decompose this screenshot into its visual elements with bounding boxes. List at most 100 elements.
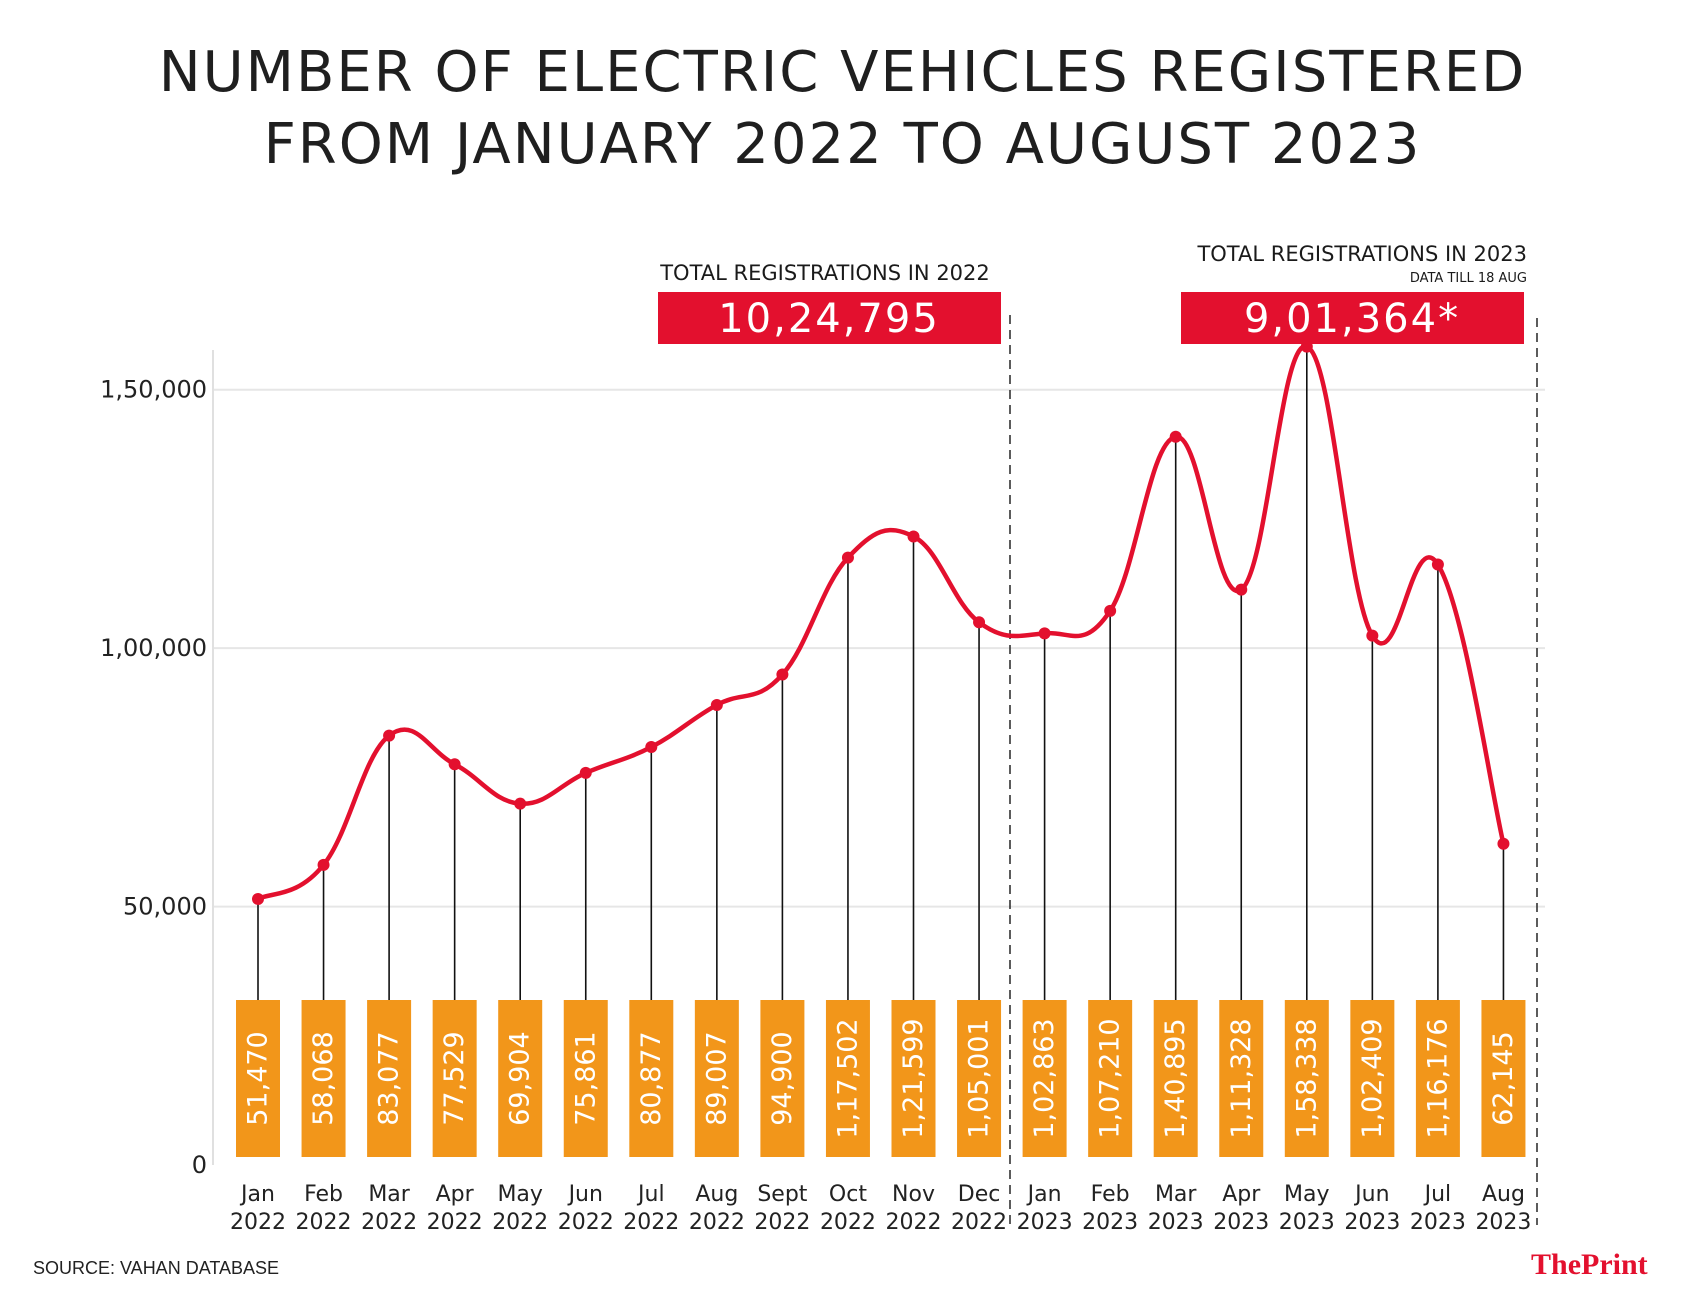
total-2023-box	[1181, 292, 1524, 344]
brand-logo: ThePrint	[1531, 1248, 1648, 1281]
data-point	[252, 892, 264, 905]
data-point	[1104, 604, 1117, 617]
x-tick-month: Jan	[239, 1182, 275, 1207]
x-tick-year: 2023	[1017, 1210, 1073, 1235]
x-tick-month: Oct	[829, 1182, 867, 1207]
y-tick-label: 0	[192, 1151, 207, 1179]
x-tick-year: 2023	[1082, 1210, 1138, 1235]
data-label: 89,007	[701, 1031, 732, 1125]
value-label-box	[694, 1000, 739, 1157]
value-label-box	[1415, 1000, 1460, 1157]
x-tick-year: 2022	[296, 1210, 352, 1235]
x-tick-year: 2022	[558, 1210, 614, 1235]
x-tick-month: Apr	[436, 1182, 475, 1207]
value-label-box	[367, 1000, 412, 1157]
x-tick-year: 2023	[1475, 1210, 1531, 1235]
value-label-box	[891, 1000, 936, 1157]
data-point	[1497, 837, 1510, 850]
value-label-box	[760, 1000, 805, 1157]
x-tick-year: 2022	[623, 1210, 679, 1235]
value-label-box	[1088, 1000, 1133, 1157]
data-label: 1,21,599	[898, 1018, 929, 1138]
total-2022-label: TOTAL REGISTRATIONS IN 2022	[659, 261, 990, 285]
value-label-box	[1284, 1000, 1329, 1157]
data-label: 1,05,001	[964, 1018, 995, 1138]
value-label-box	[1350, 1000, 1395, 1157]
x-tick-month: May	[497, 1182, 542, 1207]
x-tick-year: 2022	[951, 1210, 1007, 1235]
x-tick-year: 2023	[1344, 1210, 1400, 1235]
x-tick-month: Nov	[892, 1182, 935, 1207]
x-tick-year: 2022	[492, 1210, 548, 1235]
data-point	[776, 668, 789, 681]
total-2023-note: DATA TILL 18 AUG	[1410, 271, 1527, 286]
data-point	[448, 758, 461, 771]
value-label-box	[1153, 1000, 1198, 1157]
total-2023-value: 9,01,364*	[1244, 296, 1460, 342]
value-label-box	[236, 1000, 280, 1157]
value-label-box	[1022, 1000, 1067, 1157]
data-label: 58,068	[308, 1031, 339, 1125]
data-point	[1169, 430, 1182, 443]
value-label-box	[1481, 1000, 1526, 1157]
data-label: 1,40,895	[1160, 1018, 1191, 1138]
total-2022-box	[658, 292, 1001, 344]
x-tick-month: Jan	[1026, 1182, 1062, 1207]
x-tick-year: 2023	[1279, 1210, 1335, 1235]
x-tick-month: May	[1284, 1182, 1329, 1207]
data-point	[973, 616, 986, 629]
data-label: 1,17,502	[832, 1018, 863, 1138]
x-tick-month: Jul	[636, 1182, 665, 1207]
value-label-box	[825, 1000, 870, 1157]
x-tick-month: Dec	[958, 1182, 1001, 1207]
x-tick-year: 2023	[1213, 1210, 1269, 1235]
data-label: 94,900	[767, 1031, 798, 1125]
y-tick-label: 1,50,000	[100, 376, 207, 404]
value-label-box	[301, 1000, 346, 1157]
data-label: 62,145	[1488, 1031, 1519, 1125]
chart-title-line-2: FROM JANUARY 2022 TO AUGUST 2023	[263, 112, 1422, 177]
series-line	[256, 344, 1506, 902]
data-label: 83,077	[374, 1031, 405, 1125]
y-tick-label: 50,000	[123, 893, 207, 921]
data-label: 69,904	[505, 1031, 536, 1125]
data-label: 1,02,863	[1029, 1018, 1060, 1138]
y-tick-label: 1,00,000	[100, 634, 207, 662]
x-tick-month: Mar	[368, 1182, 410, 1207]
x-tick-month: Aug	[1482, 1182, 1525, 1207]
data-label: 1,58,338	[1291, 1018, 1322, 1138]
x-tick-year: 2022	[754, 1210, 810, 1235]
data-label: 75,861	[570, 1031, 601, 1125]
source-note: SOURCE: VAHAN DATABASE	[33, 1258, 280, 1278]
x-tick-year: 2023	[1410, 1210, 1466, 1235]
data-label: 1,07,210	[1095, 1018, 1126, 1138]
data-point	[1038, 627, 1051, 640]
x-tick-month: Jul	[1423, 1182, 1452, 1207]
x-tick-month: Mar	[1155, 1182, 1197, 1207]
data-point	[383, 729, 396, 742]
chart-title-line-1: NUMBER OF ELECTRIC VEHICLES REGISTERED	[158, 40, 1527, 105]
x-tick-year: 2023	[1148, 1210, 1204, 1235]
data-point	[317, 858, 330, 871]
data-label: 1,02,409	[1357, 1018, 1388, 1138]
value-label-box	[563, 1000, 608, 1157]
data-label: 80,877	[636, 1031, 667, 1125]
x-tick-year: 2022	[689, 1210, 745, 1235]
x-tick-year: 2022	[361, 1210, 417, 1235]
data-label: 51,470	[243, 1031, 274, 1125]
x-tick-month: Aug	[695, 1182, 738, 1207]
value-label-box	[629, 1000, 674, 1157]
value-label-box	[957, 1000, 1002, 1157]
x-tick-month: Feb	[304, 1182, 343, 1207]
data-label: 1,11,328	[1226, 1018, 1257, 1138]
x-tick-year: 2022	[230, 1210, 286, 1235]
data-point	[645, 740, 658, 753]
data-point	[514, 797, 527, 810]
x-tick-month: Sept	[757, 1182, 807, 1207]
data-label: 1,16,176	[1422, 1018, 1453, 1138]
x-tick-month: Jun	[567, 1182, 603, 1207]
data-point	[1235, 583, 1248, 596]
total-2023-label: TOTAL REGISTRATIONS IN 2023	[1196, 242, 1527, 266]
data-point	[579, 766, 592, 779]
